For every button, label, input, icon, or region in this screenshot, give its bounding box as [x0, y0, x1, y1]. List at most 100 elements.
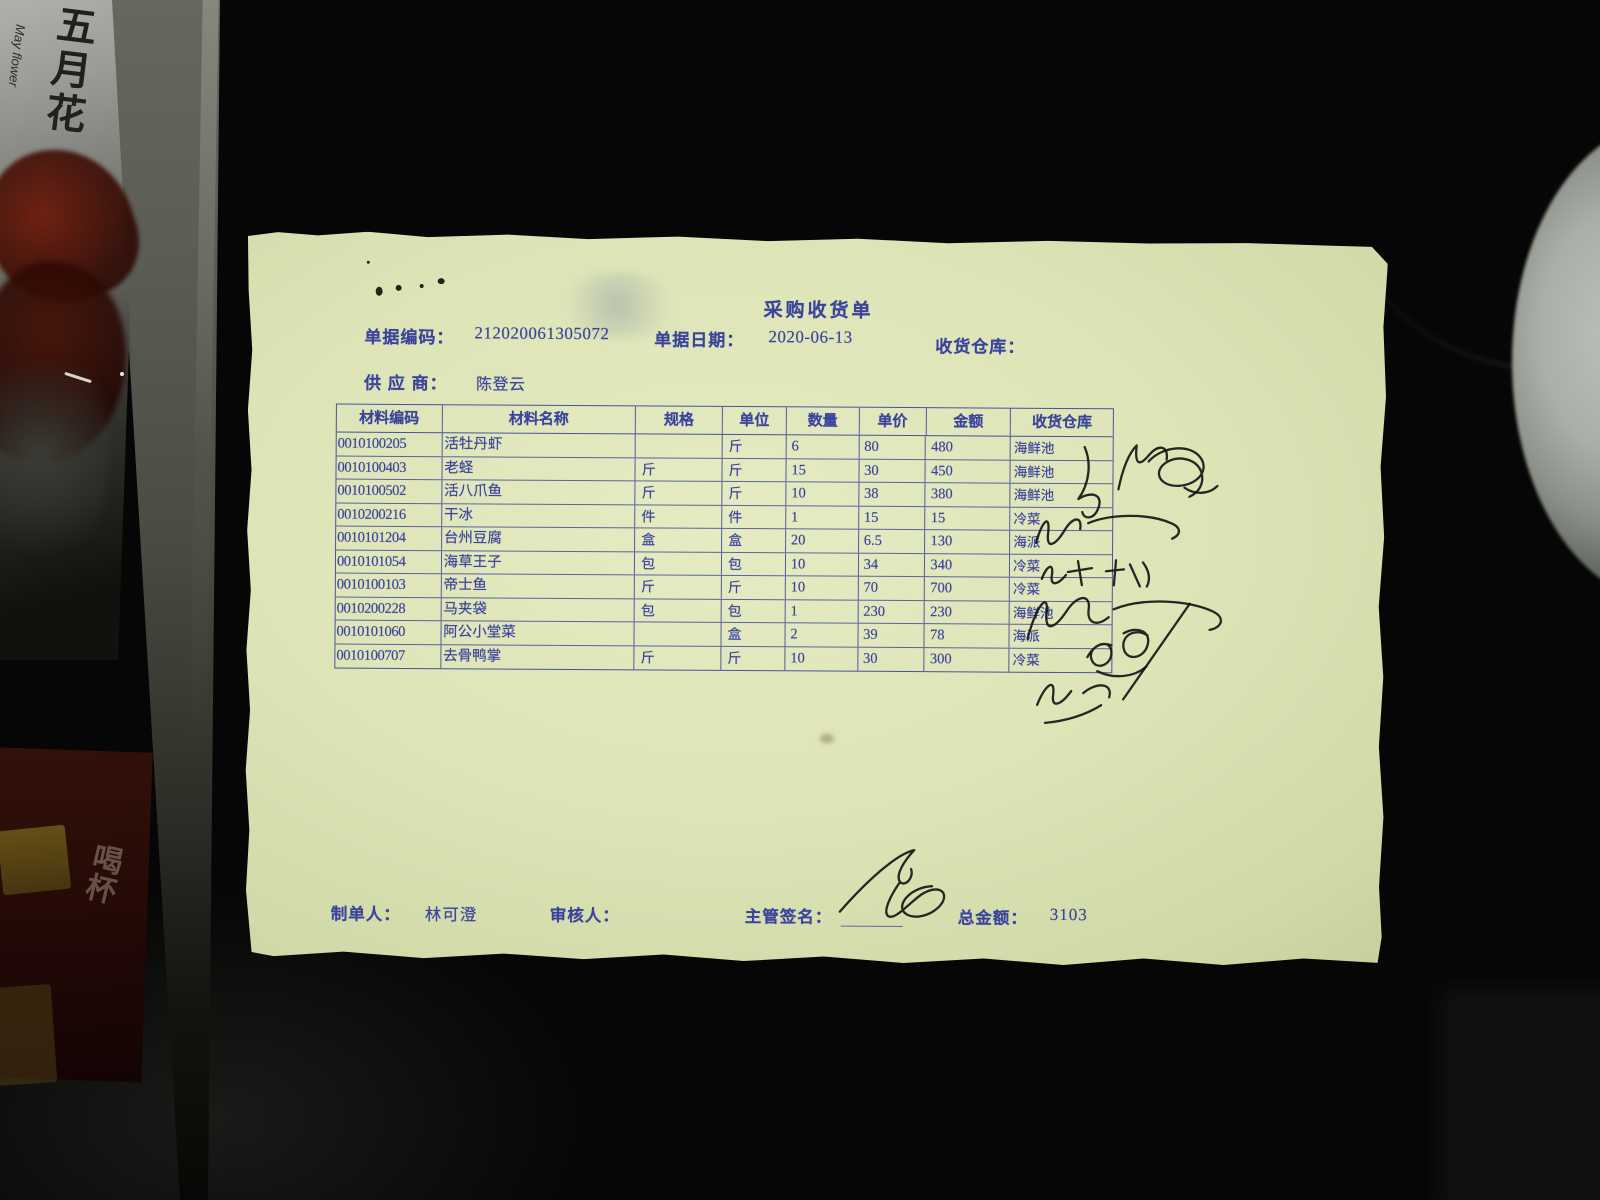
table-cell: 20: [786, 529, 859, 552]
table-cell: 10: [786, 482, 859, 505]
table-cell: 干冰: [442, 504, 636, 528]
table-cell: 450: [926, 460, 1011, 483]
handwritten-mark: [1123, 603, 1190, 699]
supplier-value: 陈登云: [476, 376, 526, 394]
col-header-unit-price: 单价: [859, 408, 926, 435]
doc-code-label: 单据编码：: [364, 327, 455, 348]
paper-hole: [376, 287, 383, 296]
table-cell: 斤: [635, 575, 722, 598]
table-cell: 38: [859, 483, 926, 506]
table-cell: 台州豆腐: [442, 527, 636, 551]
table-cell: 340: [925, 554, 1010, 577]
table-cell: 件: [635, 505, 722, 528]
supplier-label: 供 应 商：: [364, 373, 448, 394]
table-cell: 0010100205: [337, 433, 443, 456]
table-cell: 斤: [723, 435, 787, 458]
table-cell: 0010200228: [336, 597, 442, 620]
table-cell: [636, 434, 723, 457]
doc-code-value: 212020061305072: [474, 323, 610, 344]
table-cell: 海鲜池: [1013, 487, 1055, 503]
table-cell: 6: [786, 435, 859, 458]
table-cell: 活八爪鱼: [442, 480, 636, 504]
maker-label: 制单人：: [330, 905, 401, 924]
table-cell: 冷菜: [1013, 581, 1041, 597]
table-cell: 0010100707: [335, 644, 441, 668]
table-cell: 海派: [1012, 628, 1040, 644]
table-cell: 15: [926, 507, 1011, 530]
col-header-material-code: 材料编码: [337, 405, 443, 433]
table-cell: 0010100403: [336, 456, 442, 479]
col-header-material-name: 材料名称: [443, 405, 637, 433]
carton-label: [0, 984, 58, 1086]
table-cell: 盒: [635, 528, 722, 551]
table-cell: 海鲜池: [1013, 464, 1055, 480]
table-cell: 盒: [721, 623, 785, 646]
paper-hole: [420, 284, 424, 288]
table-cell: 1: [785, 600, 858, 623]
table-cell: 380: [926, 483, 1011, 506]
table-cell: 130: [926, 530, 1011, 553]
table-cell: 0010101204: [336, 527, 442, 550]
table-cell: 去骨鸭掌: [441, 645, 635, 670]
handwritten-mark: [1037, 685, 1110, 723]
signature-underline: [841, 925, 903, 927]
col-header-quantity: 数量: [787, 407, 860, 434]
document-title: 采购收货单: [763, 300, 874, 322]
table-cell: 活牡丹虾: [442, 433, 636, 457]
table-cell: 海鲜池: [1013, 440, 1055, 456]
table-cell: 10: [785, 647, 858, 671]
maker-value: 林可澄: [424, 906, 478, 925]
paper-speck: [367, 261, 370, 264]
table-cell: 80: [859, 436, 926, 459]
table-cell: 冷菜: [1013, 558, 1041, 574]
supervisor-signature: [840, 850, 945, 917]
table-cell: 6.5: [859, 530, 926, 553]
table-cell: 0010101060: [335, 621, 441, 644]
table-cell: 阿公小堂菜: [441, 621, 635, 645]
table-cell: 700: [925, 577, 1010, 600]
table-cell: 2: [785, 623, 858, 646]
table-cell: 包: [635, 599, 722, 622]
table-cell: 10: [786, 576, 859, 599]
table-cell: 老蛏: [442, 457, 636, 481]
col-header-unit: 单位: [723, 407, 787, 434]
table-cell: 海草王子: [442, 551, 636, 575]
corner-shadow: [1440, 990, 1600, 1200]
table-cell: 冷菜: [1013, 511, 1041, 527]
paper-hole: [438, 278, 445, 284]
total-label: 总金额：: [957, 909, 1028, 928]
warehouse-label: 收货仓库：: [935, 337, 1026, 357]
petal-graphic: [0, 330, 110, 580]
table-cell: 包: [722, 599, 786, 622]
doc-date-label: 单据日期：: [654, 330, 745, 351]
table-cell: 34: [859, 553, 926, 576]
reviewer-label: 审核人：: [549, 906, 620, 926]
table-cell: 冷菜: [1012, 652, 1040, 668]
table-cell: 海鲜池: [1012, 605, 1054, 621]
table-cell: 斤: [722, 576, 786, 599]
col-header-spec: 规格: [636, 406, 723, 434]
table-cell: 件: [722, 505, 786, 528]
table-cell: 斤: [636, 481, 723, 504]
table-cell: 39: [858, 624, 925, 647]
table-cell: 230: [858, 600, 925, 623]
table-cell: 30: [858, 647, 925, 671]
col-header-warehouse: 收货仓库: [1031, 413, 1093, 432]
paper-hole: [396, 285, 402, 291]
table-cell: 包: [635, 552, 722, 575]
col-header-amount: 金额: [926, 408, 1011, 436]
table-cell: 0010200216: [336, 503, 442, 526]
table-cell: 480: [926, 436, 1011, 459]
receipt-paper: 采购收货单 单据编码： 212020061305072 单据日期： 2020-0…: [244, 230, 1388, 969]
table-cell: 70: [858, 577, 925, 600]
table-body: 0010100205 活牡丹虾斤 6 80 480 海鲜池 0010100403 老蛏斤斤 15…: [335, 433, 1112, 673]
supervisor-signature-label: 主管签名：: [744, 908, 833, 927]
handwritten-mark: [1114, 601, 1221, 630]
table-cell: 78: [925, 624, 1010, 647]
handwritten-signature: [1148, 448, 1203, 497]
table-cell: 15: [786, 459, 859, 482]
table-cell: 包: [722, 552, 786, 575]
carton-label: [0, 824, 72, 896]
total-value: 3103: [1049, 904, 1088, 925]
